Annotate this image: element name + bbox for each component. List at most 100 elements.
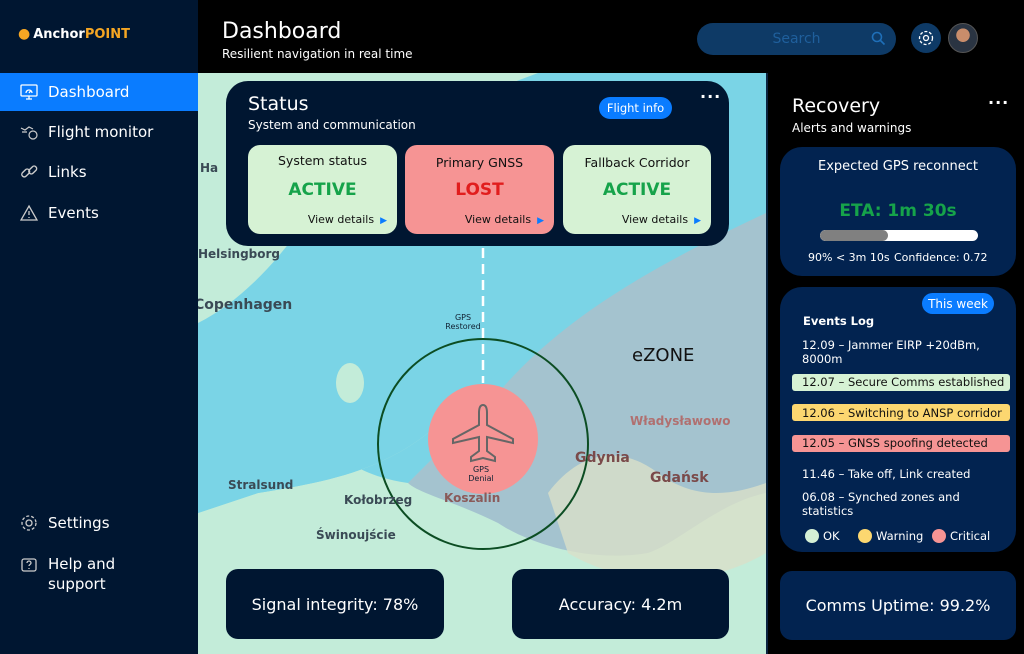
sidebar-item-label: Settings xyxy=(48,514,110,532)
confidence-label: Confidence: 0.72 xyxy=(894,251,988,264)
legend-critical: Critical xyxy=(932,529,990,543)
more-options-icon[interactable]: ··· xyxy=(988,93,1010,112)
fallback-corridor-card[interactable]: Fallback Corridor ACTIVE View details ▶ xyxy=(563,145,711,234)
p90-label: 90% < 3m 10s xyxy=(808,251,890,264)
anchor-person-icon: ● xyxy=(18,26,31,42)
play-arrow-icon: ▶ xyxy=(380,216,387,226)
event-item[interactable]: 06.08 – Synched zones and statistics xyxy=(792,490,1010,518)
eta-value: ETA: 1m 30s xyxy=(839,201,957,221)
map-label: Stralsund xyxy=(228,478,294,492)
comms-uptime-card: Comms Uptime: 99.2% xyxy=(780,571,1016,640)
zone-label: eZONE xyxy=(632,345,695,366)
settings-button[interactable] xyxy=(911,23,941,53)
event-item[interactable]: 12.06 – Switching to ANSP corridor xyxy=(792,404,1010,421)
accuracy-card: Accuracy: 4.2m xyxy=(512,569,729,639)
event-item[interactable]: 12.07 – Secure Comms established xyxy=(792,373,1010,391)
gps-denial-label: GPS Denial xyxy=(468,465,494,483)
link-label: View details xyxy=(307,213,375,226)
search-icon xyxy=(871,31,886,46)
reconnect-title: Expected GPS reconnect xyxy=(818,159,978,174)
legend-label: OK xyxy=(823,529,840,543)
card-title: Fallback Corridor xyxy=(584,155,690,170)
legend-warning: Warning xyxy=(858,529,923,543)
this-week-filter[interactable]: This week xyxy=(922,293,994,314)
event-text: 12.09 – Jammer EIRP +20dBm, 8000m xyxy=(802,337,980,366)
gear-icon xyxy=(918,30,934,46)
recovery-title: Recovery xyxy=(792,95,881,117)
eta-progress-bar xyxy=(820,230,978,241)
monitor-gauge-icon xyxy=(20,84,38,100)
event-text: 12.07 – Secure Comms established xyxy=(802,375,1005,389)
map-label: Władysławowo xyxy=(630,414,731,428)
link-label: View details xyxy=(464,213,532,226)
event-item[interactable]: 12.09 – Jammer EIRP +20dBm, 8000m xyxy=(792,338,1010,366)
sidebar-item-label: Dashboard xyxy=(48,83,130,101)
flight-path-icon xyxy=(20,126,38,140)
primary-gnss-card[interactable]: Primary GNSS LOST View details ▶ xyxy=(405,145,554,234)
map-label: Gdynia xyxy=(575,450,630,466)
map-label: Świnoujście xyxy=(316,528,396,542)
header: Dashboard Resilient navigation in real t… xyxy=(198,0,1024,73)
map-label: Gdańsk xyxy=(650,470,709,486)
view-details-link[interactable]: View details ▶ xyxy=(308,213,387,226)
link-label: View details xyxy=(621,213,689,226)
legend-label: Warning xyxy=(876,529,924,543)
sidebar-item-links[interactable]: Links xyxy=(0,153,198,191)
card-value: LOST xyxy=(455,180,504,200)
event-item[interactable]: 12.05 – GNSS spoofing detected xyxy=(792,434,1010,452)
event-item[interactable]: 11.46 – Take off, Link created xyxy=(792,465,1010,482)
map-label: Copenhagen xyxy=(198,297,293,313)
search-placeholder: Search xyxy=(772,31,821,47)
help-icon xyxy=(21,558,37,572)
map-label: Koszalin xyxy=(444,491,501,505)
map-label: Helsingborg xyxy=(198,247,281,261)
legend-ok: OK xyxy=(805,529,840,543)
event-text: 12.05 – GNSS spoofing detected xyxy=(802,436,988,450)
more-options-icon[interactable]: ··· xyxy=(700,87,722,106)
card-value: ACTIVE xyxy=(602,180,672,200)
recovery-panel: Recovery Alerts and warnings ··· Expecte… xyxy=(766,73,1024,654)
status-subtitle: System and communication xyxy=(248,118,416,132)
play-arrow-icon: ▶ xyxy=(694,216,701,226)
sidebar-item-label: Links xyxy=(48,163,87,181)
card-title: Primary GNSS xyxy=(435,155,524,170)
sidebar-item-events[interactable]: Events xyxy=(0,194,198,232)
avatar[interactable] xyxy=(948,23,978,53)
events-log-title: Events Log xyxy=(803,314,875,328)
card-value: ACTIVE xyxy=(288,180,357,200)
critical-dot-icon xyxy=(932,529,946,543)
view-details-link[interactable]: View details ▶ xyxy=(465,213,544,226)
sidebar-item-label: Events xyxy=(48,204,99,222)
page-subtitle: Resilient navigation in real time xyxy=(222,47,413,61)
flight-info-button[interactable]: Flight info xyxy=(599,97,672,119)
sidebar-item-dashboard[interactable]: Dashboard xyxy=(0,73,198,111)
legend-label: Critical xyxy=(950,529,991,543)
view-details-link[interactable]: View details ▶ xyxy=(622,213,701,226)
sidebar-item-label: Help and support xyxy=(48,555,116,593)
gear-icon xyxy=(21,515,37,531)
ok-dot-icon xyxy=(805,529,819,543)
search-input[interactable]: Search xyxy=(697,23,896,55)
card-title: System status xyxy=(278,153,367,168)
sidebar-item-settings[interactable]: Settings xyxy=(0,504,198,542)
recovery-subtitle: Alerts and warnings xyxy=(792,121,912,135)
sidebar-item-help[interactable]: Help and support xyxy=(0,554,198,594)
sidebar-item-flight-monitor[interactable]: Flight monitor xyxy=(0,113,198,151)
system-status-card[interactable]: System status ACTIVE View details ▶ xyxy=(248,145,397,234)
warning-triangle-icon xyxy=(20,204,38,221)
sidebar: ● Anchor POINT Dashboard Flight monitor L… xyxy=(0,0,198,654)
status-panel: Status System and communication Flight i… xyxy=(226,81,729,246)
map-label: Kołobrzeg xyxy=(344,493,413,507)
events-log-card: This week Events Log 12.09 – Jammer EIRP… xyxy=(780,287,1016,552)
gps-restored-label: GPS Restored xyxy=(445,313,481,331)
event-text: 11.46 – Take off, Link created xyxy=(802,466,971,481)
eta-progress-fill xyxy=(820,230,888,241)
map-label: Ha xyxy=(200,161,219,175)
airplane-icon xyxy=(452,403,514,463)
page-title: Dashboard xyxy=(222,19,342,44)
chain-link-icon xyxy=(21,165,38,178)
logo: ● Anchor POINT xyxy=(18,26,131,42)
signal-integrity-card: Signal integrity: 78% xyxy=(226,569,444,639)
event-text: 06.08 – Synched zones and statistics xyxy=(802,490,960,518)
gps-reconnect-card: Expected GPS reconnect ETA: 1m 30s 90% <… xyxy=(780,147,1016,276)
